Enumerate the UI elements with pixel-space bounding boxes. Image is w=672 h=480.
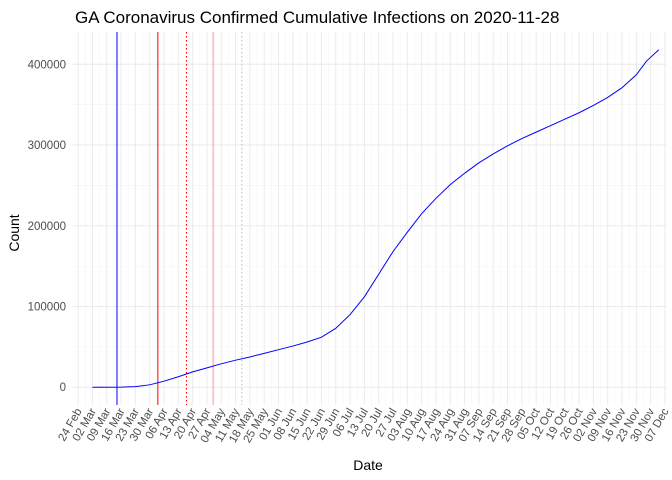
chart-title: GA Coronavirus Confirmed Cumulative Infe… <box>75 8 559 27</box>
y-tick-label: 200000 <box>28 221 66 233</box>
grid-major <box>72 32 667 405</box>
reference-lines <box>116 32 243 405</box>
y-tick-label: 300000 <box>28 140 66 152</box>
x-axis-title: Date <box>353 457 383 473</box>
y-tick-label: 400000 <box>28 59 66 71</box>
y-axis-title: Count <box>6 214 22 251</box>
y-tick-label: 100000 <box>28 302 66 314</box>
y-axis-ticks: 0 100000 200000 300000 400000 <box>28 59 66 394</box>
grid-minor <box>72 32 667 405</box>
series-line <box>92 49 660 388</box>
y-tick-label: 0 <box>60 382 66 394</box>
series-layer <box>92 49 660 388</box>
